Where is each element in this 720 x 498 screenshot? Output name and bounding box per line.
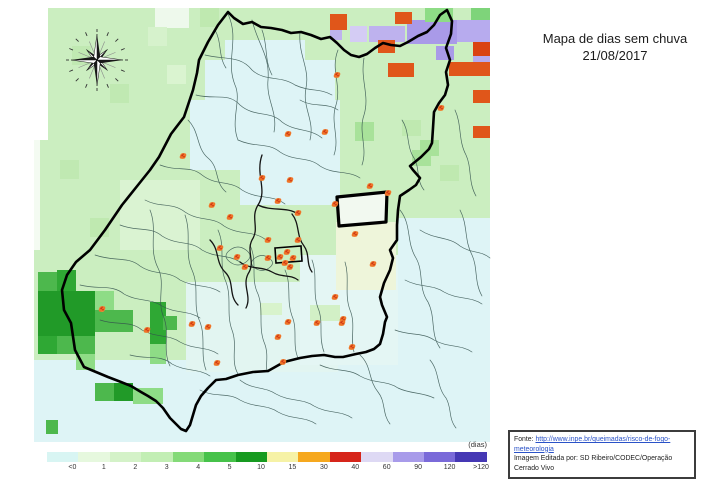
legend-tick: 60 (382, 464, 391, 471)
legend-tick: 4 (196, 464, 201, 471)
legend-segment (266, 452, 299, 462)
source-link[interactable]: http://www.inpe.br/queimadas/risco-de-fo… (514, 436, 671, 453)
legend-segment (392, 452, 425, 462)
legend-segment (141, 452, 173, 462)
legend-segment (47, 452, 79, 462)
df-boundary (274, 245, 303, 264)
legend-segment (329, 452, 362, 462)
legend-segment (78, 452, 110, 462)
legend-segment (455, 452, 487, 462)
legend-segment (298, 452, 330, 462)
legend-color-bar (47, 452, 487, 462)
legend-tick-labels: <0 1 2 3 4 5 10 15 30 40 60 90 120 >120 (47, 464, 493, 474)
legend-tick: 3 (164, 464, 169, 471)
raster-layer (34, 8, 490, 442)
legend-tick: 40 (351, 464, 360, 471)
legend-tick: >120 (473, 464, 489, 471)
source-box: Fonte: http://www.inpe.br/queimadas/risc… (508, 430, 696, 479)
credit-line: Imagem Editada por: SD Ribeiro/CODEC/Ope… (514, 455, 673, 472)
municipality-boundaries (79, 13, 491, 429)
map-date: 21/08/2017 (582, 48, 648, 63)
state-boundary (60, 8, 454, 433)
legend-tick: 120 (443, 464, 456, 471)
legend-segment (424, 452, 456, 462)
legend-segment (109, 452, 142, 462)
source-line: Fonte: http://www.inpe.br/queimadas/risc… (514, 435, 690, 454)
map-title: Mapa de dias sem chuva 21/08/2017 (530, 30, 700, 64)
legend-tick: 2 (133, 464, 138, 471)
legend-segment (235, 452, 267, 462)
compass-rose-icon (66, 29, 128, 91)
map-title-line1: Mapa de dias sem chuva (542, 31, 688, 46)
highlight-box (335, 190, 389, 228)
mesoregion-boundaries (209, 154, 313, 309)
legend-segment (172, 452, 205, 462)
source-prefix: Fonte: (514, 436, 534, 443)
legend-tick: 10 (257, 464, 265, 471)
legend-segment (204, 452, 236, 462)
legend-tick: 15 (288, 464, 297, 471)
legend-unit-label: (dias) (468, 440, 487, 449)
legend-tick: 5 (227, 464, 232, 471)
legend-tick: <0 (68, 464, 77, 471)
legend-tick: 1 (101, 464, 106, 471)
legend-tick: 30 (319, 464, 328, 471)
legend-segment (361, 452, 393, 462)
legend-tick: 90 (414, 464, 423, 471)
